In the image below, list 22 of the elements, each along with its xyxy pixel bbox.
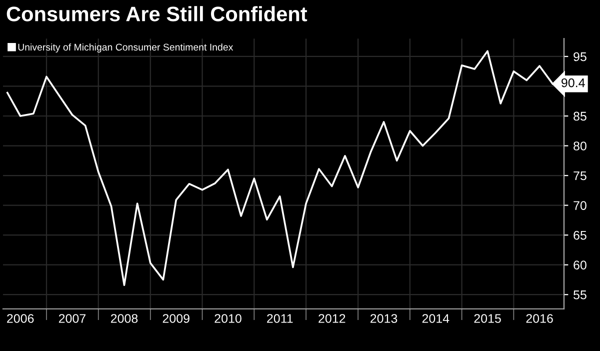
x-tick-label: 2013 <box>370 314 398 323</box>
x-tick-label: 2006 <box>7 314 34 323</box>
x-tick-label: 2015 <box>474 314 501 323</box>
y-tick-label: 85 <box>574 112 586 121</box>
x-tick-label: 2012 <box>318 314 346 323</box>
x-tick-label: 2014 <box>422 314 450 323</box>
y-tick-label: 95 <box>574 52 586 62</box>
x-tick-label: 2016 <box>526 314 553 323</box>
data-label: 90.4 <box>562 78 585 88</box>
x-tick-label: 2009 <box>162 314 190 323</box>
x-tick-label: 2008 <box>110 314 138 323</box>
legend-label: University of Michigan Consumer Sentiment Index <box>18 43 234 53</box>
y-tick-label: 55 <box>574 290 586 300</box>
y-tick-label: 75 <box>574 171 586 180</box>
chart-title: Consumers Are Still Confident <box>6 6 308 22</box>
x-tick-label: 2011 <box>267 314 293 323</box>
y-tick-label: 65 <box>574 230 586 240</box>
y-tick-label: 60 <box>574 260 586 270</box>
x-tick-label: 2007 <box>58 314 86 323</box>
x-tick-label: 2010 <box>214 314 242 323</box>
y-tick-label: 80 <box>574 142 586 150</box>
y-tick-label: 70 <box>574 201 586 210</box>
